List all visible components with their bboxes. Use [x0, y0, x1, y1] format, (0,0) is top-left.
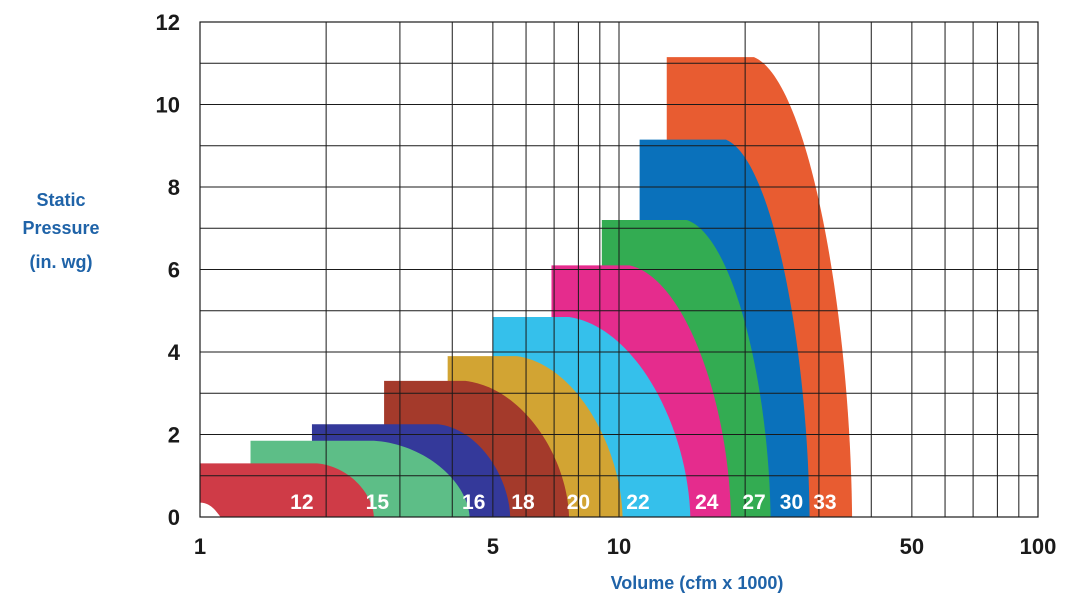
x-tick-label: 5	[487, 534, 499, 559]
x-tick-labels: 1 5 10 50 100	[194, 534, 1056, 559]
band-label-30: 30	[780, 491, 803, 514]
y-axis-title-line: Pressure	[22, 218, 99, 238]
band-label-16: 16	[462, 491, 485, 514]
plot-frame	[199, 21, 1039, 518]
band-label-20: 20	[567, 491, 590, 514]
y-tick-label: 6	[168, 258, 180, 283]
band-label-24: 24	[695, 491, 719, 514]
x-tick-label: 1	[194, 534, 206, 559]
band-label-22: 22	[626, 491, 649, 514]
y-axis-title-line: (in. wg)	[30, 252, 93, 272]
x-tick-label: 100	[1020, 534, 1057, 559]
y-tick-label: 0	[168, 505, 180, 530]
grid-layer	[199, 21, 1039, 518]
y-tick-label: 10	[156, 93, 180, 118]
x-tick-label: 50	[900, 534, 924, 559]
bands-layer	[200, 57, 853, 517]
band-label-15: 15	[366, 491, 390, 514]
y-tick-labels: 0 2 4 6 8 10 12	[156, 10, 181, 530]
y-axis-title-line: Static	[36, 190, 85, 210]
band-label-12: 12	[290, 491, 313, 514]
band-cutout	[200, 502, 221, 517]
band-label-27: 27	[742, 491, 765, 514]
y-tick-label: 4	[168, 340, 181, 365]
y-axis-title: Static Pressure (in. wg)	[22, 190, 99, 272]
y-tick-label: 12	[156, 10, 180, 35]
y-tick-label: 8	[168, 175, 180, 200]
band-label-18: 18	[511, 491, 535, 514]
band-labels-layer: 12 15 16 18 20 22 24 27 30 33	[290, 491, 836, 514]
band-12	[200, 463, 374, 517]
x-axis-title: Volume (cfm x 1000)	[611, 573, 784, 593]
x-tick-label: 10	[607, 534, 631, 559]
band-label-33: 33	[813, 491, 836, 514]
y-tick-label: 2	[168, 423, 180, 448]
